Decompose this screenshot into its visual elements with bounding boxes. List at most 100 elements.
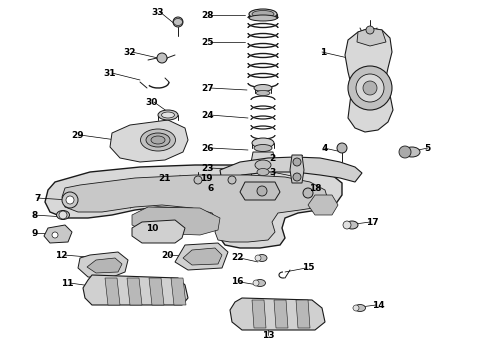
Circle shape	[363, 81, 377, 95]
Polygon shape	[230, 298, 325, 330]
Circle shape	[66, 196, 74, 204]
Ellipse shape	[354, 305, 366, 311]
Circle shape	[52, 232, 58, 238]
Text: 2: 2	[270, 153, 276, 162]
Ellipse shape	[257, 255, 267, 261]
Ellipse shape	[249, 15, 277, 21]
Polygon shape	[62, 175, 328, 242]
Circle shape	[366, 26, 374, 34]
Text: 8: 8	[32, 211, 38, 220]
Ellipse shape	[162, 112, 174, 118]
Ellipse shape	[256, 90, 270, 95]
Ellipse shape	[146, 133, 170, 147]
Polygon shape	[132, 220, 185, 243]
Polygon shape	[240, 182, 280, 200]
Text: 20: 20	[162, 251, 174, 260]
Polygon shape	[171, 278, 186, 305]
Circle shape	[157, 53, 167, 63]
Circle shape	[337, 143, 347, 153]
Text: 5: 5	[424, 144, 430, 153]
Circle shape	[303, 188, 313, 198]
Polygon shape	[357, 28, 386, 46]
Ellipse shape	[141, 129, 175, 151]
Text: 25: 25	[201, 37, 214, 46]
Circle shape	[293, 158, 301, 166]
Circle shape	[194, 176, 202, 184]
Circle shape	[228, 176, 236, 184]
Text: 13: 13	[262, 330, 274, 339]
Ellipse shape	[254, 85, 272, 91]
Polygon shape	[149, 278, 164, 305]
Polygon shape	[78, 252, 128, 278]
Ellipse shape	[252, 10, 274, 18]
Polygon shape	[252, 300, 266, 328]
Text: 11: 11	[62, 279, 74, 288]
Circle shape	[293, 173, 301, 181]
Ellipse shape	[254, 144, 272, 152]
Text: 1: 1	[320, 48, 326, 57]
Text: 26: 26	[201, 144, 214, 153]
Polygon shape	[175, 243, 228, 270]
Polygon shape	[110, 120, 188, 162]
Circle shape	[348, 66, 392, 110]
Text: 10: 10	[146, 224, 158, 233]
Ellipse shape	[255, 160, 271, 170]
Circle shape	[253, 280, 259, 286]
Circle shape	[62, 192, 78, 208]
Text: 33: 33	[151, 8, 164, 17]
Text: 32: 32	[123, 48, 136, 57]
Text: 4: 4	[321, 144, 328, 153]
Circle shape	[399, 146, 411, 158]
Polygon shape	[220, 157, 362, 182]
Text: 9: 9	[32, 229, 38, 238]
Text: 17: 17	[366, 217, 379, 226]
Circle shape	[353, 305, 359, 311]
Ellipse shape	[254, 279, 266, 287]
Text: 29: 29	[72, 131, 84, 140]
Circle shape	[343, 221, 351, 229]
Polygon shape	[83, 275, 188, 305]
Ellipse shape	[249, 9, 277, 19]
Text: 28: 28	[201, 10, 214, 19]
Polygon shape	[45, 165, 342, 248]
Text: 23: 23	[201, 163, 214, 172]
Text: 24: 24	[201, 111, 214, 120]
Ellipse shape	[257, 168, 269, 176]
Text: 16: 16	[231, 278, 244, 287]
Polygon shape	[290, 155, 304, 183]
Polygon shape	[127, 278, 142, 305]
Polygon shape	[250, 152, 276, 188]
Polygon shape	[308, 195, 338, 215]
Ellipse shape	[252, 138, 274, 148]
Text: 3: 3	[270, 167, 276, 176]
Circle shape	[173, 17, 183, 27]
Text: 19: 19	[200, 174, 213, 183]
Text: 12: 12	[55, 251, 68, 260]
Text: 18: 18	[309, 184, 321, 193]
Ellipse shape	[151, 136, 165, 144]
Circle shape	[255, 255, 261, 261]
Polygon shape	[105, 278, 120, 305]
Circle shape	[356, 74, 384, 102]
Polygon shape	[183, 248, 222, 265]
Polygon shape	[44, 225, 72, 243]
Polygon shape	[345, 28, 393, 132]
Text: 14: 14	[372, 301, 385, 310]
Ellipse shape	[404, 147, 420, 157]
Text: 30: 30	[146, 98, 158, 107]
Text: 15: 15	[302, 264, 315, 273]
Polygon shape	[296, 300, 310, 328]
Text: 22: 22	[231, 253, 244, 262]
Polygon shape	[132, 207, 220, 235]
Circle shape	[59, 211, 67, 219]
Circle shape	[257, 186, 267, 196]
Text: 7: 7	[35, 194, 41, 202]
Text: 31: 31	[103, 68, 116, 77]
Text: 21: 21	[158, 174, 171, 183]
Polygon shape	[87, 258, 122, 273]
Ellipse shape	[346, 221, 358, 229]
Ellipse shape	[158, 110, 178, 120]
Text: 27: 27	[201, 84, 214, 93]
Ellipse shape	[56, 211, 70, 220]
Polygon shape	[274, 300, 288, 328]
